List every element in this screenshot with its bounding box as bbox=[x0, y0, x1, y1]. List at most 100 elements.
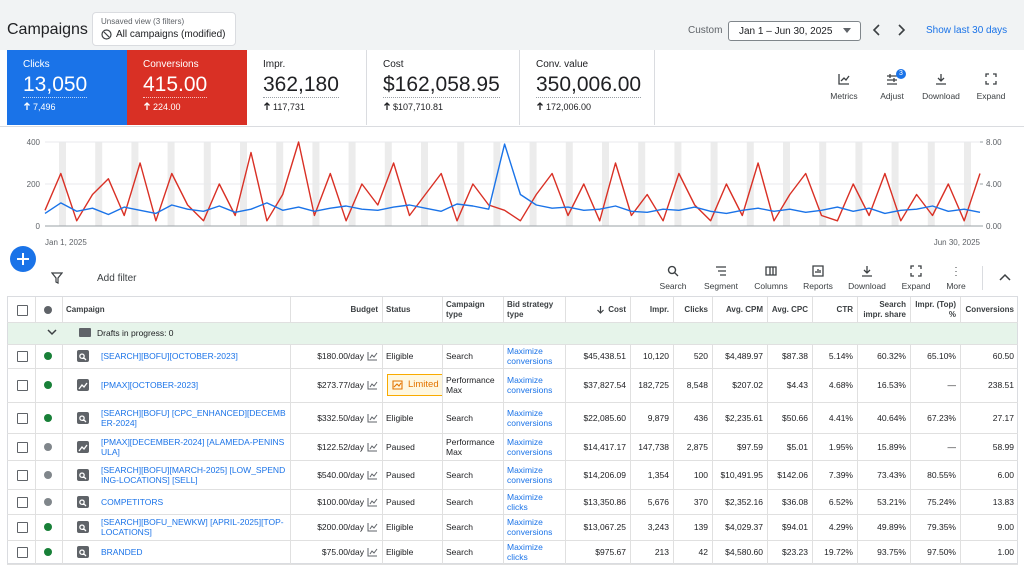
toolbar-icon[interactable] bbox=[765, 265, 777, 277]
add-button[interactable] bbox=[9, 245, 37, 273]
checkbox[interactable] bbox=[17, 380, 28, 391]
scorecard[interactable]: Cost $162,058.95 $107,710.81 bbox=[367, 50, 520, 125]
column-header[interactable]: Campaign bbox=[62, 297, 290, 322]
impr: 147,738 bbox=[638, 441, 669, 452]
filter-icon[interactable] bbox=[51, 272, 63, 284]
column-header[interactable]: Cost bbox=[565, 297, 630, 322]
tool-icon[interactable] bbox=[934, 72, 948, 86]
vline bbox=[630, 344, 631, 368]
column-header[interactable]: Search impr. share bbox=[857, 297, 910, 322]
campaign[interactable]: [SEARCH][BOFU][MARCH-2025] [LOW_SPENDING… bbox=[101, 464, 286, 485]
column-header[interactable]: Impr. (Top) % bbox=[910, 297, 960, 322]
checkbox[interactable] bbox=[17, 304, 28, 316]
tool-label[interactable]: Metrics bbox=[830, 91, 858, 101]
search_impr_share: 73.43% bbox=[877, 469, 906, 480]
scorecard[interactable]: Conv. value 350,006.00 172,006.00 bbox=[520, 50, 655, 125]
column-header[interactable]: Avg. CPC bbox=[767, 297, 812, 322]
expand-chevron bbox=[47, 329, 57, 336]
vline bbox=[62, 514, 63, 540]
column-header[interactable]: Status bbox=[382, 297, 442, 322]
checkbox[interactable] bbox=[17, 351, 28, 362]
scorecard[interactable]: Conversions 415.00 224.00 bbox=[127, 50, 247, 125]
campaign[interactable]: [SEARCH][BOFU][OCTOBER-2023] bbox=[101, 351, 238, 361]
ctr: 5.14% bbox=[828, 351, 853, 361]
vline bbox=[812, 460, 813, 489]
hline bbox=[7, 489, 1018, 490]
tool-icon[interactable] bbox=[984, 72, 998, 86]
column-header[interactable]: Bid strategy type bbox=[503, 297, 565, 322]
table-cell: — bbox=[910, 368, 960, 402]
toolbar-label[interactable]: Segment bbox=[703, 281, 739, 291]
column-header[interactable]: Campaign type bbox=[442, 297, 503, 322]
search_impr_share: 49.89% bbox=[877, 522, 906, 532]
column-header[interactable]: Budget bbox=[290, 297, 382, 322]
checkbox[interactable] bbox=[17, 441, 28, 453]
campaign[interactable]: [PMAX][DECEMBER-2024] [ALAMEDA-PENINSULA… bbox=[101, 436, 285, 457]
column-header[interactable]: Clicks bbox=[673, 297, 712, 322]
toolbar-icon[interactable] bbox=[950, 265, 962, 277]
status: Eligible bbox=[386, 547, 414, 557]
vline bbox=[565, 402, 566, 433]
tool-icon[interactable] bbox=[885, 72, 899, 86]
avg_cpm: $207.02 bbox=[732, 380, 763, 390]
vline bbox=[712, 460, 713, 489]
table-cell: Search bbox=[442, 402, 503, 433]
vline bbox=[35, 514, 36, 540]
date-nav[interactable] bbox=[871, 23, 911, 37]
checkbox[interactable] bbox=[17, 412, 28, 424]
column-header[interactable]: Avg. CPM bbox=[712, 297, 767, 322]
column-header[interactable]: CTR bbox=[812, 297, 857, 322]
date-picker[interactable]: Jan 1 – Jun 30, 2025 bbox=[728, 21, 861, 41]
add-filter[interactable]: Add filter bbox=[97, 273, 137, 284]
checkbox[interactable] bbox=[17, 547, 28, 558]
table-cell: Eligible bbox=[382, 344, 442, 368]
tool-label[interactable]: Adjust bbox=[880, 91, 904, 101]
cost: $13,350.86 bbox=[583, 496, 626, 507]
checkbox[interactable] bbox=[17, 469, 28, 481]
column-header[interactable]: Impr. bbox=[630, 297, 673, 322]
column-header[interactable]: Conversions bbox=[960, 297, 1018, 322]
status: Eligible bbox=[386, 412, 414, 423]
checkbox[interactable] bbox=[17, 496, 28, 508]
table-cell: $273.77/day bbox=[290, 368, 382, 402]
toolbar-label[interactable]: Columns bbox=[754, 281, 788, 291]
tool-label[interactable]: Expand bbox=[976, 91, 1006, 101]
tool-icon[interactable] bbox=[837, 72, 851, 86]
toolbar-label[interactable]: More bbox=[946, 281, 966, 291]
column-header-text: CTR bbox=[836, 304, 853, 314]
toolbar-label[interactable]: Search bbox=[659, 281, 687, 291]
table-cell: 49.89% bbox=[857, 514, 910, 540]
toolbar-label[interactable]: Reports bbox=[803, 281, 833, 291]
hline bbox=[7, 402, 1018, 403]
toolbar-icon[interactable] bbox=[910, 265, 922, 277]
vline bbox=[910, 540, 911, 564]
show-last-30[interactable]: Show last 30 days bbox=[926, 25, 1008, 36]
scorecard[interactable]: Clicks 13,050 7,496 bbox=[7, 50, 127, 125]
toolbar-icon[interactable] bbox=[667, 265, 679, 277]
toolbar-label[interactable]: Download bbox=[848, 281, 886, 291]
campaign[interactable]: [SEARCH][BOFU_NEWKW] [APRIL-2025][TOP-LO… bbox=[101, 517, 284, 537]
clicks: 520 bbox=[693, 351, 708, 361]
view-selector[interactable]: Unsaved view (3 filters) All campaigns (… bbox=[92, 12, 236, 46]
cost: $14,417.17 bbox=[583, 441, 626, 452]
table-cell: 53.21% bbox=[857, 489, 910, 514]
vline bbox=[290, 514, 291, 540]
collapse-icon[interactable] bbox=[999, 273, 1011, 281]
table-cell: 67.23% bbox=[910, 402, 960, 433]
campaign[interactable]: [PMAX][OCTOBER-2023] bbox=[101, 380, 199, 390]
campaign[interactable]: [SEARCH][BOFU] [CPC_ENHANCED][DECEMBER-2… bbox=[101, 407, 286, 428]
toolbar-icon[interactable] bbox=[715, 265, 727, 277]
toolbar-label[interactable]: Expand bbox=[901, 281, 931, 291]
toolbar-icon[interactable] bbox=[812, 265, 824, 277]
tool-label[interactable]: Download bbox=[922, 91, 960, 101]
toolbar-icon[interactable] bbox=[861, 265, 873, 277]
vline bbox=[442, 489, 443, 514]
vline bbox=[857, 460, 858, 489]
campaign[interactable]: BRANDED bbox=[101, 547, 143, 557]
table-cell: $975.67 bbox=[565, 540, 630, 564]
scorecard[interactable]: Impr. 362,180 117,731 bbox=[247, 50, 367, 125]
checkbox[interactable] bbox=[17, 522, 28, 533]
budget: $180.00/day bbox=[317, 351, 364, 361]
campaign[interactable]: COMPETITORS bbox=[101, 496, 164, 507]
search_impr_share: 40.64% bbox=[877, 412, 906, 423]
